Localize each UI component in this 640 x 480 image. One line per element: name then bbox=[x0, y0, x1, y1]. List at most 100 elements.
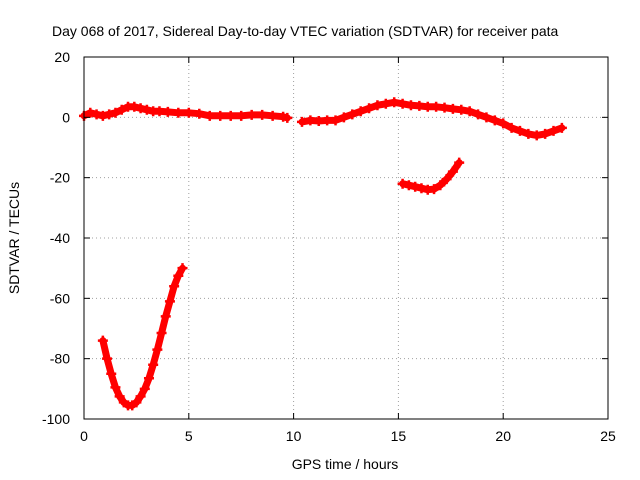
chart-title: Day 068 of 2017, Sidereal Day-to-day VTE… bbox=[52, 23, 559, 39]
data-point bbox=[380, 98, 391, 109]
data-point bbox=[397, 178, 408, 189]
data-point bbox=[236, 110, 247, 121]
data-point bbox=[154, 106, 165, 117]
data-point bbox=[489, 115, 500, 126]
data-point bbox=[456, 104, 467, 115]
data-point bbox=[410, 181, 421, 192]
x-tick-label: 0 bbox=[80, 428, 88, 444]
data-point bbox=[156, 328, 167, 339]
data-point bbox=[322, 115, 333, 126]
data-point bbox=[429, 184, 440, 195]
data-point bbox=[439, 102, 450, 113]
data-point bbox=[405, 100, 416, 111]
data-point bbox=[454, 157, 465, 168]
data-point bbox=[135, 103, 146, 114]
tick-labels: 0 5 10 15 20 25 -100 -80 -60 -40 -20 0 20 bbox=[42, 49, 616, 444]
x-tick-label: 5 bbox=[185, 428, 193, 444]
data-point bbox=[514, 125, 525, 136]
data-point bbox=[162, 106, 173, 117]
data-point bbox=[389, 97, 400, 108]
data-point bbox=[164, 296, 175, 307]
data-point bbox=[531, 130, 542, 141]
data-point bbox=[473, 109, 484, 120]
data-point bbox=[102, 353, 113, 364]
data-point bbox=[548, 125, 559, 136]
data-point bbox=[506, 122, 517, 133]
data-series bbox=[79, 97, 567, 411]
data-point bbox=[305, 115, 316, 126]
series-arc-low bbox=[97, 263, 188, 411]
x-tick-label: 20 bbox=[495, 428, 511, 444]
data-point bbox=[435, 180, 446, 191]
data-point bbox=[160, 311, 171, 322]
x-tick-label: 10 bbox=[286, 428, 302, 444]
data-point bbox=[441, 174, 452, 185]
data-point bbox=[110, 382, 121, 393]
data-point bbox=[397, 98, 408, 109]
data-point bbox=[330, 115, 341, 126]
data-point bbox=[225, 110, 236, 121]
data-point bbox=[110, 107, 121, 118]
data-point bbox=[215, 110, 226, 121]
y-tick-label: -40 bbox=[50, 230, 70, 246]
y-tick-label: -100 bbox=[42, 411, 70, 427]
data-point bbox=[97, 335, 108, 346]
data-point bbox=[481, 112, 492, 123]
data-point bbox=[116, 104, 127, 115]
data-point bbox=[91, 109, 102, 120]
data-point bbox=[173, 107, 184, 118]
data-point bbox=[143, 373, 154, 384]
data-point bbox=[431, 101, 442, 112]
y-axis-label: SDTVAR / TECUs bbox=[6, 182, 22, 294]
data-point bbox=[313, 115, 324, 126]
data-point bbox=[540, 128, 551, 139]
data-point bbox=[204, 110, 215, 121]
x-tick-label: 25 bbox=[600, 428, 616, 444]
y-tick-label: 20 bbox=[54, 49, 70, 65]
data-point bbox=[177, 263, 188, 274]
series-arc-high bbox=[397, 157, 465, 195]
data-point bbox=[416, 183, 427, 194]
data-point bbox=[152, 344, 163, 355]
y-tick-label: 0 bbox=[62, 109, 70, 125]
y-tick-label: -80 bbox=[50, 351, 70, 367]
data-point bbox=[372, 100, 383, 111]
data-point bbox=[414, 100, 425, 111]
data-point bbox=[422, 101, 433, 112]
data-point bbox=[403, 180, 414, 191]
data-point bbox=[246, 109, 257, 120]
data-point bbox=[338, 112, 349, 123]
data-point bbox=[296, 116, 307, 127]
data-point bbox=[169, 281, 180, 292]
x-tick-label: 15 bbox=[391, 428, 407, 444]
data-point bbox=[106, 368, 117, 379]
data-point bbox=[97, 110, 108, 121]
data-point bbox=[104, 109, 115, 120]
data-point bbox=[141, 104, 152, 115]
data-point bbox=[464, 106, 475, 117]
data-point bbox=[523, 128, 534, 139]
data-point bbox=[282, 112, 293, 123]
data-point bbox=[447, 103, 458, 114]
x-axis-label: GPS time / hours bbox=[292, 456, 399, 472]
data-point bbox=[556, 122, 567, 133]
series-main-track bbox=[79, 101, 293, 123]
data-point bbox=[173, 270, 184, 281]
data-point bbox=[139, 383, 150, 394]
data-point bbox=[257, 109, 268, 120]
data-point bbox=[129, 101, 140, 112]
y-tick-label: -60 bbox=[50, 290, 70, 306]
data-point bbox=[364, 103, 375, 114]
data-point bbox=[131, 397, 142, 408]
series-main-track-2 bbox=[296, 97, 567, 141]
data-point bbox=[85, 107, 96, 118]
grid bbox=[84, 57, 608, 419]
data-point bbox=[194, 108, 205, 119]
data-point bbox=[447, 166, 458, 177]
data-point bbox=[267, 110, 278, 121]
data-point bbox=[135, 391, 146, 402]
axis-ticks bbox=[83, 56, 609, 420]
data-point bbox=[114, 391, 125, 402]
data-point bbox=[148, 359, 159, 370]
